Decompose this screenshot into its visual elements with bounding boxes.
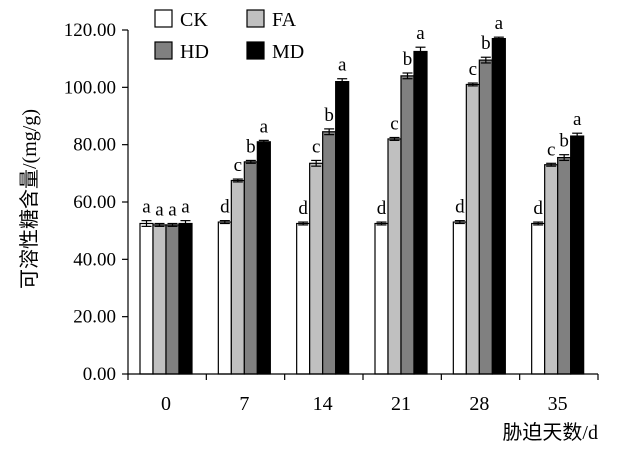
- x-tick-label: 35: [548, 393, 568, 415]
- significance-letter: b: [403, 49, 413, 70]
- x-tick-label: 28: [469, 393, 489, 415]
- significance-letter: d: [533, 198, 543, 219]
- bar-hd: [322, 131, 337, 375]
- bar-fa: [309, 162, 324, 375]
- significance-letter: c: [312, 136, 320, 157]
- bar-ck: [374, 222, 389, 375]
- legend-swatch-ck: [154, 9, 173, 28]
- bar-fa: [230, 179, 245, 375]
- bar-hd: [165, 224, 180, 375]
- bar-md: [491, 37, 506, 375]
- y-tick-label: 100.00: [64, 77, 116, 98]
- significance-letter: a: [495, 13, 504, 34]
- y-tick-label: 120.00: [64, 20, 116, 41]
- legend-swatch-md: [246, 41, 265, 60]
- x-tick-label: 21: [391, 393, 411, 415]
- y-tick-label: 20.00: [73, 307, 116, 328]
- x-tick-label: 0: [161, 393, 171, 415]
- legend: CK FA HD MD: [154, 9, 304, 63]
- significance-letter: a: [338, 55, 347, 76]
- significance-letter: c: [469, 59, 477, 80]
- legend-label-ck: CK: [180, 9, 208, 31]
- bar-fa: [387, 138, 402, 375]
- bar-ck: [296, 222, 311, 375]
- bar-md: [570, 135, 585, 375]
- legend-label-hd: HD: [180, 41, 209, 63]
- y-tick-label: 0.00: [83, 364, 116, 385]
- significance-letter: a: [155, 200, 164, 221]
- legend-label-fa: FA: [272, 9, 297, 31]
- bar-hd: [400, 75, 415, 375]
- significance-letter: a: [573, 109, 582, 130]
- x-tick-label: 14: [313, 393, 333, 415]
- significance-letter: a: [168, 200, 177, 221]
- significance-letter: a: [260, 116, 269, 137]
- bar-ck: [139, 222, 154, 375]
- bar-md: [335, 80, 350, 375]
- bar-md: [413, 50, 428, 375]
- significance-letter: a: [181, 197, 190, 218]
- bar-fa: [152, 224, 167, 375]
- bar-fa: [465, 83, 480, 375]
- bar-hd: [557, 156, 572, 375]
- legend-swatch-hd: [154, 41, 173, 60]
- bar-fa: [544, 164, 559, 375]
- significance-letter: d: [455, 197, 465, 218]
- x-tick-label: 7: [239, 393, 249, 415]
- significance-letter: c: [234, 155, 242, 176]
- significance-letter: b: [559, 131, 569, 152]
- y-tick-label: 80.00: [73, 135, 116, 156]
- legend-swatch-fa: [246, 9, 265, 28]
- bar-md: [256, 141, 271, 375]
- bar-hd: [478, 59, 493, 375]
- significance-letter: b: [246, 136, 256, 157]
- legend-label-md: MD: [272, 41, 304, 63]
- significance-letter: c: [547, 139, 555, 160]
- significance-letter: c: [390, 114, 398, 135]
- bar-md: [178, 222, 193, 375]
- x-ticks-layer: 0 7 14 21 28 35: [127, 374, 599, 415]
- bar-ck: [452, 221, 467, 375]
- significance-letter: b: [481, 33, 491, 54]
- significance-letter: a: [416, 23, 425, 44]
- y-tick-label: 60.00: [73, 192, 116, 213]
- y-ticks-layer: 0.00 20.00 40.00 60.00 80.00 100.00 120.00: [64, 20, 128, 385]
- bars-layer: [139, 37, 585, 375]
- significance-letter: d: [298, 198, 308, 219]
- bar-ck: [217, 221, 232, 375]
- x-axis-title: 胁迫天数/d: [502, 421, 598, 444]
- significance-letter: d: [377, 198, 387, 219]
- y-tick-label: 40.00: [73, 249, 116, 270]
- y-axis-title: 可溶性糖含量/(mg/g): [18, 109, 41, 289]
- bar-ck: [531, 222, 546, 375]
- significance-letter: b: [324, 105, 334, 126]
- axes-layer: [127, 30, 598, 375]
- significance-letter: d: [220, 197, 230, 218]
- bar-hd: [243, 161, 258, 375]
- error-bars-layer: [141, 36, 583, 227]
- significance-letter: a: [142, 197, 151, 218]
